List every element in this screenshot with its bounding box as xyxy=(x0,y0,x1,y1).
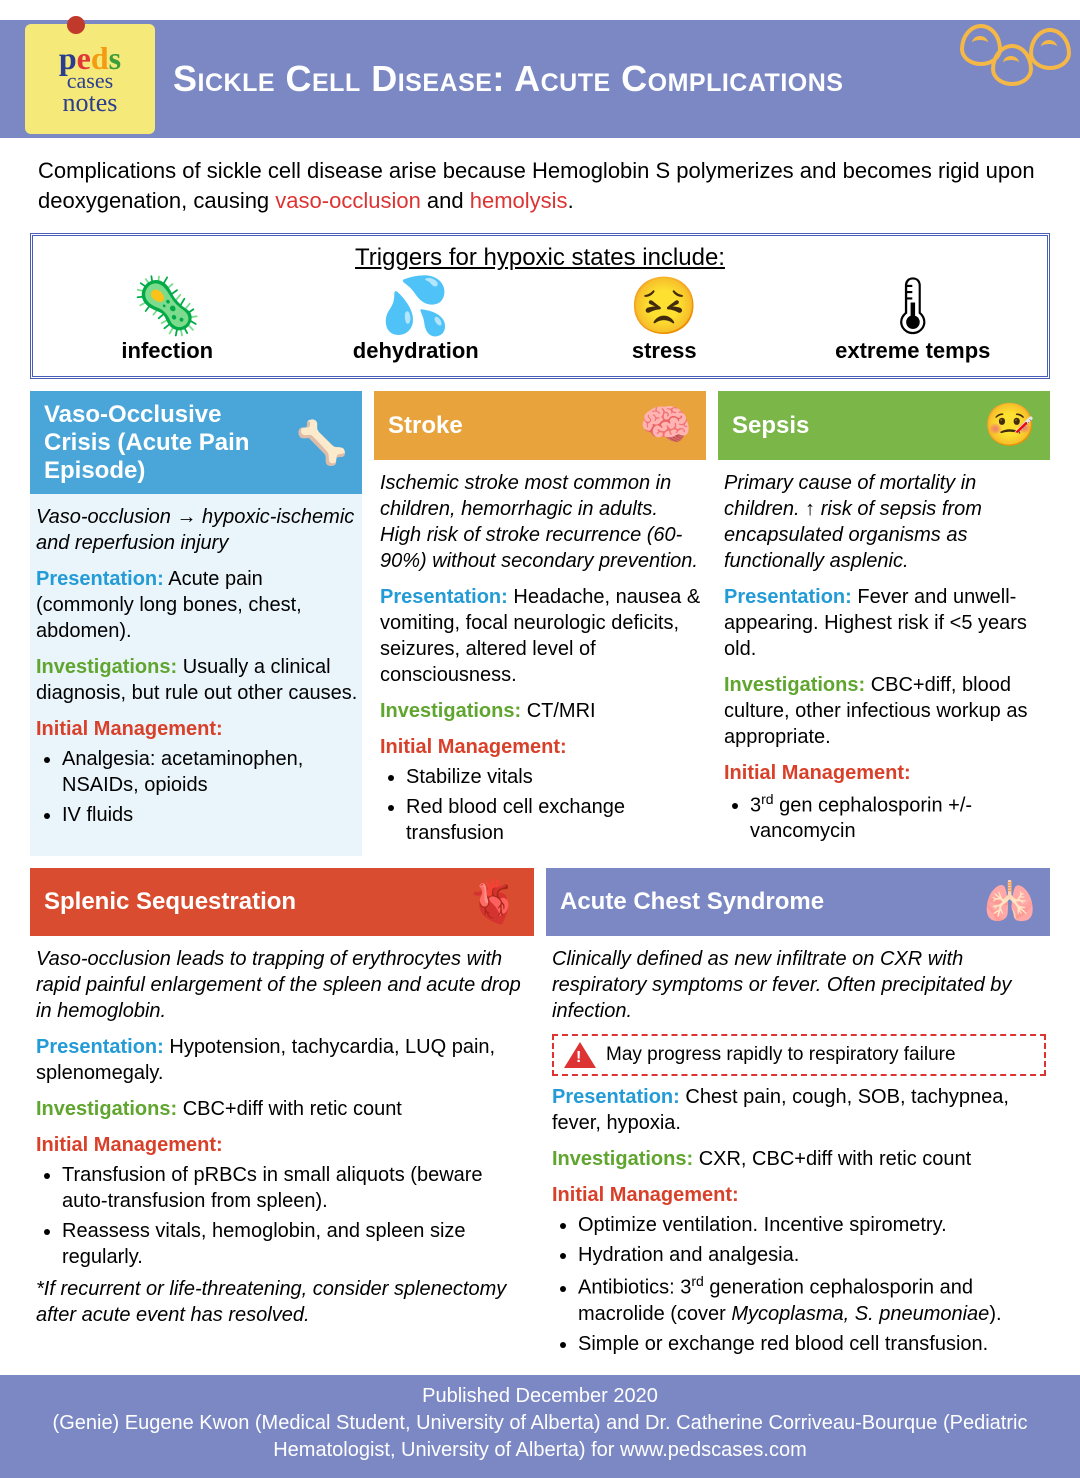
virus-icon: 🦠 xyxy=(43,278,292,334)
splenic-header: Splenic Sequestration🫀 xyxy=(30,868,534,936)
trigger-infection: 🦠 infection xyxy=(43,278,292,364)
sepsis-card: Sepsis🤒 Primary cause of mortality in ch… xyxy=(718,391,1050,855)
trigger-stress: 😣 stress xyxy=(540,278,789,364)
acs-header: Acute Chest Syndrome🫁 xyxy=(546,868,1050,936)
brain-icon: 🧠 xyxy=(640,401,692,449)
alert-box: May progress rapidly to respiratory fail… xyxy=(552,1034,1046,1076)
stress-icon: 😣 xyxy=(540,278,789,334)
warning-icon xyxy=(564,1042,596,1068)
stroke-header: Stroke🧠 xyxy=(374,391,706,459)
logo: peds cases notes xyxy=(25,24,155,134)
header-bar: peds cases notes Sickle Cell Disease: Ac… xyxy=(0,20,1080,138)
triggers-box: Triggers for hypoxic states include: 🦠 i… xyxy=(30,233,1050,379)
cell-icons xyxy=(966,30,1065,77)
footer: Published December 2020 (Genie) Eugene K… xyxy=(0,1375,1080,1478)
voc-header: Vaso-Occlusive Crisis (Acute Pain Episod… xyxy=(30,391,362,494)
trigger-dehydration: 💦 dehydration xyxy=(292,278,541,364)
trigger-temps: 🌡 extreme temps xyxy=(789,278,1038,364)
stroke-card: Stroke🧠 Ischemic stroke most common in c… xyxy=(374,391,706,855)
lungs-icon: 🫁 xyxy=(984,878,1036,926)
acs-card: Acute Chest Syndrome🫁 Clinically defined… xyxy=(546,868,1050,1367)
voc-card: Vaso-Occlusive Crisis (Acute Pain Episod… xyxy=(30,391,362,855)
sepsis-header: Sepsis🤒 xyxy=(718,391,1050,459)
bone-icon: 🦴 xyxy=(296,419,348,467)
spleen-icon: 🫀 xyxy=(468,878,520,926)
page-title: Sickle Cell Disease: Acute Complications xyxy=(173,58,843,100)
intro-text: Complications of sickle cell disease ari… xyxy=(38,156,1042,215)
triggers-title: Triggers for hypoxic states include: xyxy=(43,244,1037,272)
splenic-card: Splenic Sequestration🫀 Vaso-occlusion le… xyxy=(30,868,534,1367)
dehydration-icon: 💦 xyxy=(292,278,541,334)
thermometer-icon: 🌡 xyxy=(789,278,1038,334)
sick-face-icon: 🤒 xyxy=(984,401,1036,449)
